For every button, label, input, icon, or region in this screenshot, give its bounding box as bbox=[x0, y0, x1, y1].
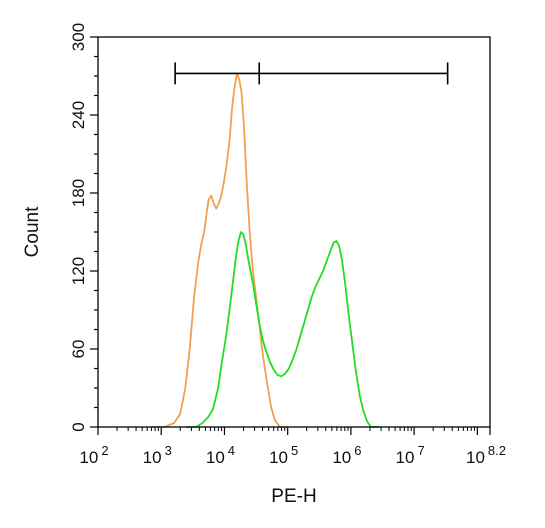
y-axis-ticks: 0 60 120 180 240 300 bbox=[69, 23, 98, 432]
x-tick-label: 10 4 bbox=[206, 443, 235, 467]
x-tick-label: 10 6 bbox=[332, 443, 361, 467]
y-axis-title: Count bbox=[22, 206, 43, 257]
y-tick-label: 240 bbox=[69, 101, 88, 129]
x-axis-title: PE-H bbox=[271, 486, 316, 507]
x-tick-label: 10 3 bbox=[143, 443, 172, 467]
x-tick-label: 10 2 bbox=[79, 443, 108, 467]
x-axis-ticks: 10 2 10 3 10 4 10 5 10 6 10 7 10 8.2 bbox=[79, 427, 506, 467]
y-tick-label: 120 bbox=[69, 257, 88, 285]
series-curves bbox=[151, 72, 380, 428]
y-tick-label: 300 bbox=[69, 23, 88, 51]
y-tick-label: 180 bbox=[69, 179, 88, 207]
x-tick-label: 10 8.2 bbox=[466, 443, 506, 467]
y-tick-label: 0 bbox=[69, 422, 88, 431]
series-line-2 bbox=[186, 231, 380, 428]
y-tick-label: 60 bbox=[69, 340, 88, 359]
x-tick-label: 10 5 bbox=[269, 443, 298, 467]
gate-marker bbox=[174, 62, 449, 85]
x-tick-label: 10 7 bbox=[396, 443, 425, 467]
plot-frame bbox=[97, 36, 491, 428]
